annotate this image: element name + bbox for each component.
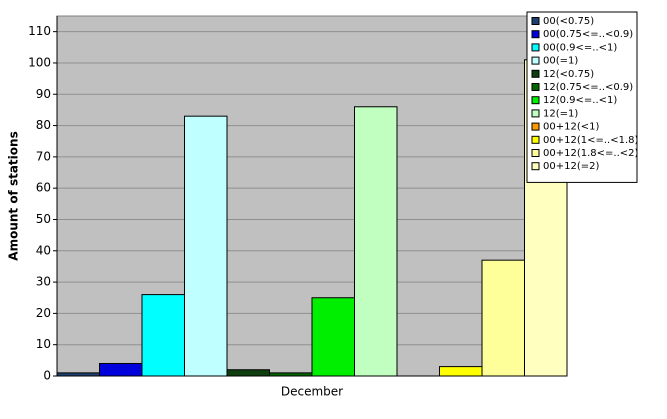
bar (184, 115, 228, 377)
legend-label: 00(<0.75) (543, 16, 594, 27)
legend-swatch (531, 56, 540, 65)
y-tick-label: 50 (36, 212, 51, 226)
legend-swatch (531, 96, 540, 105)
x-tick-label: December (281, 385, 343, 399)
legend-swatch (531, 83, 540, 91)
y-tick-label: 20 (36, 306, 51, 320)
bar (311, 297, 355, 377)
legend-label: 00(=1) (543, 56, 578, 67)
y-tick-label: 40 (36, 243, 51, 257)
legend-label: 00+12(<1) (543, 122, 599, 133)
legend-label: 12(<0.75) (543, 69, 594, 80)
y-tick-label: 80 (36, 118, 51, 132)
y-tick-label: 110 (28, 24, 51, 38)
legend-swatch (531, 135, 540, 144)
legend-swatch (531, 69, 540, 78)
bar (481, 259, 525, 377)
legend-label: 12(0.75<=..<0.9) (543, 82, 633, 93)
legend-swatch (531, 17, 540, 25)
bar (56, 372, 100, 377)
legend-swatch (531, 162, 540, 171)
bar (141, 294, 185, 377)
legend-swatch (531, 149, 540, 157)
bar (99, 362, 143, 377)
legend-label: 00(0.75<=..<0.9) (543, 29, 633, 40)
legend-label: 00+12(1<=..<1.8) (543, 135, 638, 146)
y-tick-label: 10 (36, 337, 51, 351)
bar (226, 369, 270, 377)
y-tick-label: 90 (36, 87, 51, 101)
legend-swatch (531, 122, 540, 131)
y-tick-label: 0 (43, 369, 51, 383)
y-axis-label: Amount of stations (7, 131, 21, 260)
legend: 00(<0.75) 00(0.75<=..<0.9) 00(0.9<=..<1) 00… (526, 11, 638, 183)
y-tick-label: 60 (36, 181, 51, 195)
bar (439, 366, 483, 377)
legend-label: 00+12(=2) (543, 161, 599, 172)
legend-label: 12(=1) (543, 108, 578, 119)
legend-box (526, 11, 638, 183)
legend-swatch (531, 30, 540, 39)
y-tick-label: 100 (28, 55, 51, 69)
bar (354, 106, 398, 377)
legend-label: 00+12(1.8<=..<2) (543, 148, 638, 159)
bar (269, 372, 313, 377)
legend-label: 00(0.9<=..<1) (543, 42, 617, 53)
y-tick-label: 30 (36, 275, 51, 289)
legend-swatch (531, 109, 540, 118)
legend-label: 12(0.9<=..<1) (543, 95, 617, 106)
legend-swatch (531, 43, 540, 52)
y-tick-label: 70 (36, 149, 51, 163)
